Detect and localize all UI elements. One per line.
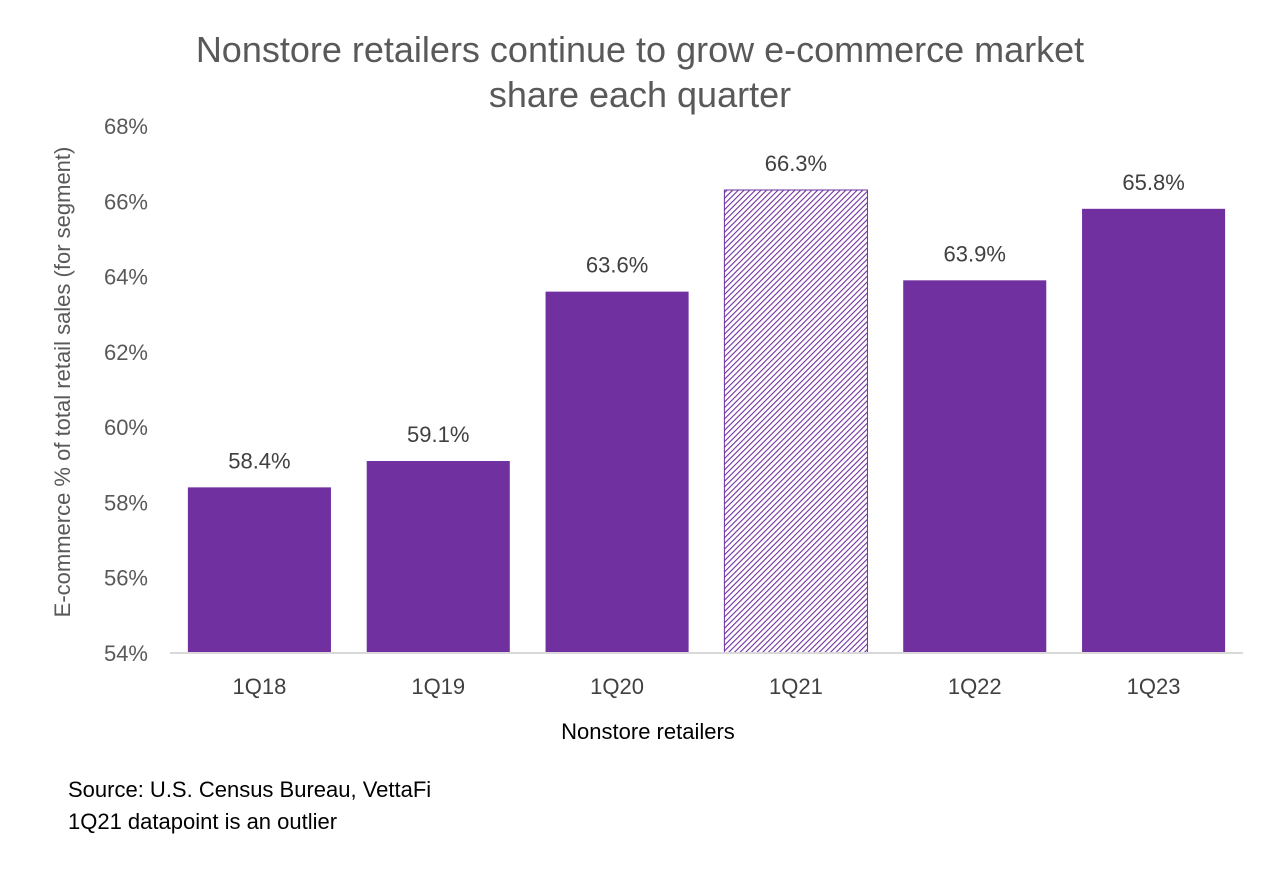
bar-highlighted [723, 189, 868, 654]
bar-data-label: 59.1% [407, 422, 469, 447]
chart-title-line-2: share each quarter [489, 74, 791, 115]
bar-series [187, 189, 1226, 654]
y-tick-label: 56% [104, 566, 148, 591]
x-tick-label: 1Q23 [1127, 674, 1181, 699]
y-tick-label: 54% [104, 641, 148, 666]
bar [187, 487, 331, 653]
y-tick-label: 62% [104, 340, 148, 365]
data-labels: 58.4% 59.1% 63.6% 66.3% 63.9% 65.8% [228, 151, 1185, 473]
y-axis-ticks: 54% 56% 58% 60% 62% 64% 66% 68% [104, 114, 148, 666]
y-tick-label: 66% [104, 189, 148, 214]
source-note: Source: U.S. Census Bureau, VettaFi [68, 777, 431, 802]
x-tick-label: 1Q20 [590, 674, 644, 699]
bar [1082, 208, 1226, 654]
x-tick-label: 1Q22 [948, 674, 1002, 699]
y-tick-label: 58% [104, 490, 148, 515]
y-tick-label: 64% [104, 265, 148, 290]
bar-data-label: 63.9% [944, 241, 1006, 266]
outlier-note: 1Q21 datapoint is an outlier [68, 809, 337, 834]
bar [545, 291, 689, 653]
x-axis-ticks: 1Q18 1Q19 1Q20 1Q21 1Q22 1Q23 [233, 674, 1181, 699]
x-tick-label: 1Q21 [769, 674, 823, 699]
bar [903, 280, 1047, 653]
y-axis-title: E-commerce % of total retail sales (for … [50, 147, 75, 618]
bar-data-label: 66.3% [765, 151, 827, 176]
x-tick-label: 1Q18 [233, 674, 287, 699]
x-tick-label: 1Q19 [411, 674, 465, 699]
bar [366, 461, 510, 653]
bar-data-label: 58.4% [228, 448, 290, 473]
bar-data-label: 63.6% [586, 253, 648, 278]
y-tick-label: 60% [104, 415, 148, 440]
bar-data-label: 65.8% [1122, 170, 1184, 195]
y-tick-label: 68% [104, 114, 148, 139]
chart-title-line-1: Nonstore retailers continue to grow e-co… [196, 29, 1084, 70]
x-axis-title: Nonstore retailers [561, 719, 735, 744]
